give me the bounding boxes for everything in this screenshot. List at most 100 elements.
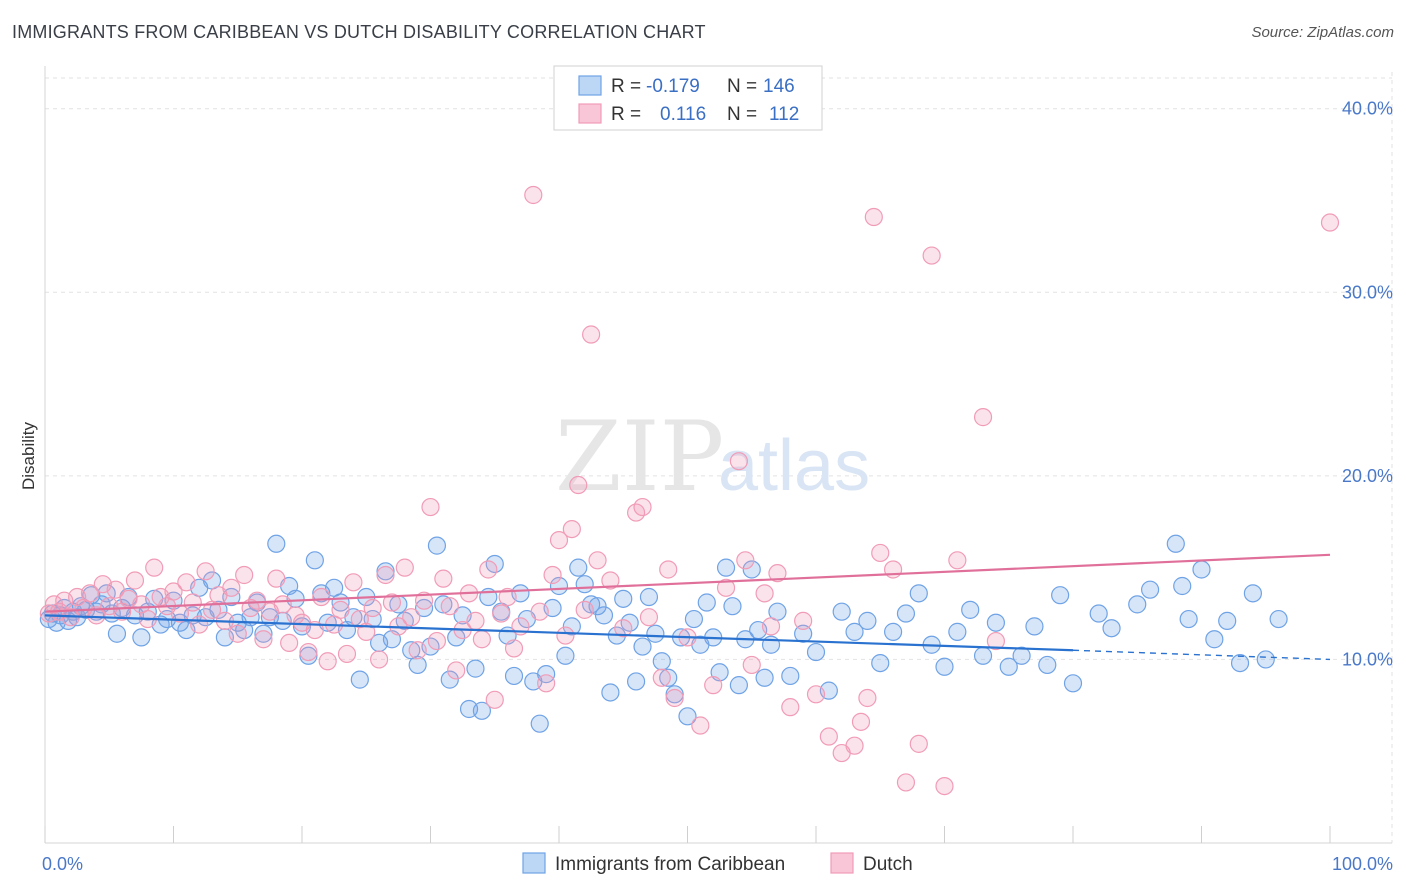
dutch-point-47 — [337, 644, 357, 664]
dutch-point-31 — [235, 565, 254, 585]
dutch-point-83 — [575, 600, 594, 619]
dutch-point-107 — [819, 727, 838, 746]
dutch-point-111 — [858, 688, 877, 708]
x-axis: 0.0% 100.0% — [42, 66, 1393, 874]
gridlines — [45, 72, 1393, 843]
legend-n-label-2: N = — [727, 104, 757, 125]
dutch-point-101 — [755, 584, 774, 603]
caribbean-point-146 — [1166, 534, 1185, 553]
legend-r-value-2: 0.116 — [660, 104, 706, 125]
caribbean-point-71 — [466, 659, 485, 678]
dutch-point-36 — [267, 569, 286, 588]
caribbean-point-92 — [601, 683, 620, 702]
bottom-legend-swatch-pink — [830, 852, 854, 874]
caribbean-point-72 — [472, 701, 491, 720]
dutch-point-118 — [935, 776, 954, 796]
caribbean-point-135 — [986, 613, 1006, 632]
caribbean-point-67 — [440, 670, 459, 689]
dutch-point-20 — [164, 582, 183, 601]
watermark-atlas: atlas — [718, 426, 870, 506]
y-tick-label-0: 10.0% — [1342, 649, 1393, 669]
dutch-point-64 — [447, 661, 466, 680]
dutch-point-104 — [781, 698, 800, 717]
caribbean-point-91 — [594, 606, 614, 625]
dutch-point-71 — [492, 604, 511, 623]
dutch-point-59 — [414, 591, 434, 610]
caribbean-point-151 — [1218, 611, 1237, 630]
dutch-point-80 — [556, 626, 575, 645]
dutch-point-14 — [125, 571, 145, 590]
caribbean-point-131 — [935, 657, 954, 676]
dutch-point-43 — [312, 587, 331, 607]
dutch-point-89 — [633, 497, 652, 517]
dutch-point-92 — [659, 560, 678, 579]
caribbean-point-143 — [1102, 619, 1121, 638]
caribbean-point-127 — [883, 622, 903, 641]
caribbean-point-82 — [537, 665, 556, 684]
caribbean-point-154 — [1256, 650, 1275, 669]
caribbean-point-139 — [1038, 655, 1057, 675]
caribbean-point-129 — [909, 584, 928, 603]
caribbean-point-150 — [1205, 630, 1224, 649]
caribbean-point-116 — [755, 668, 774, 687]
dutch-point-79 — [549, 531, 569, 550]
caribbean-point-53 — [350, 670, 369, 689]
dutch-point-86 — [601, 571, 620, 590]
dutch-point-112 — [864, 207, 883, 227]
caribbean-point-126 — [871, 653, 890, 673]
dutch-point-119 — [948, 551, 967, 570]
caribbean-point-142 — [1089, 604, 1108, 623]
dutch-point-103 — [768, 564, 787, 583]
dutch-point-73 — [504, 639, 524, 658]
caribbean-point-107 — [697, 593, 716, 612]
dutch-point-96 — [704, 676, 723, 695]
y-axis-label: Disability — [19, 421, 38, 490]
legend-r-label-2: R = — [611, 104, 641, 125]
dutch-point-97 — [716, 578, 736, 597]
dutch-point-90 — [639, 608, 659, 627]
dutch-point-29 — [222, 578, 241, 597]
caribbean-point-66 — [434, 595, 453, 614]
dutch-point-91 — [652, 668, 671, 687]
dutch-point-23 — [183, 593, 202, 612]
dutch-point-38 — [280, 633, 299, 653]
dutch-point-61 — [427, 631, 447, 651]
caribbean-point-86 — [562, 617, 581, 636]
caribbean-point-132 — [948, 622, 967, 641]
caribbean-point-137 — [1012, 646, 1031, 665]
caribbean-point-147 — [1173, 576, 1192, 596]
legend-r-value-1: -0.179 — [646, 76, 700, 97]
caribbean-point-15 — [107, 624, 127, 643]
dutch-point-99 — [736, 551, 755, 570]
legend-n-value-1: 146 — [763, 76, 795, 97]
dutch-point-58 — [408, 641, 427, 660]
y-tick-labels: 10.0% 20.0% 30.0% 40.0% — [1342, 99, 1393, 670]
caribbean-point-114 — [742, 560, 761, 579]
legend-n-value-2: 112 — [769, 104, 799, 125]
caribbean-point-96 — [626, 672, 646, 691]
dutch-point-22 — [177, 573, 196, 592]
dutch-point-78 — [543, 565, 562, 585]
dutch-point-17 — [145, 558, 164, 577]
dutch-point-75 — [524, 185, 543, 205]
legend-n-label-1: N = — [727, 76, 757, 97]
dutch-point-70 — [485, 690, 504, 709]
caribbean-point-101 — [659, 668, 678, 687]
dutch-point-34 — [254, 630, 273, 649]
dutch-point-76 — [530, 602, 549, 621]
dutch-point-63 — [440, 597, 459, 616]
dutch-point-30 — [228, 624, 247, 643]
dutch-point-116 — [909, 734, 928, 753]
dutch-point-57 — [402, 608, 421, 627]
dutch-point-102 — [761, 617, 781, 636]
legend-swatch-blue — [578, 75, 602, 96]
caribbean-point-62 — [408, 655, 427, 675]
caribbean-point-140 — [1051, 586, 1070, 605]
caribbean-point-97 — [633, 637, 652, 656]
dutch-point-11 — [106, 580, 125, 599]
dutch-point-115 — [896, 773, 916, 792]
caribbean-point-136 — [999, 657, 1018, 676]
caribbean-point-138 — [1025, 617, 1044, 636]
caribbean-point-144 — [1128, 595, 1147, 614]
dutch-point-46 — [331, 600, 350, 619]
